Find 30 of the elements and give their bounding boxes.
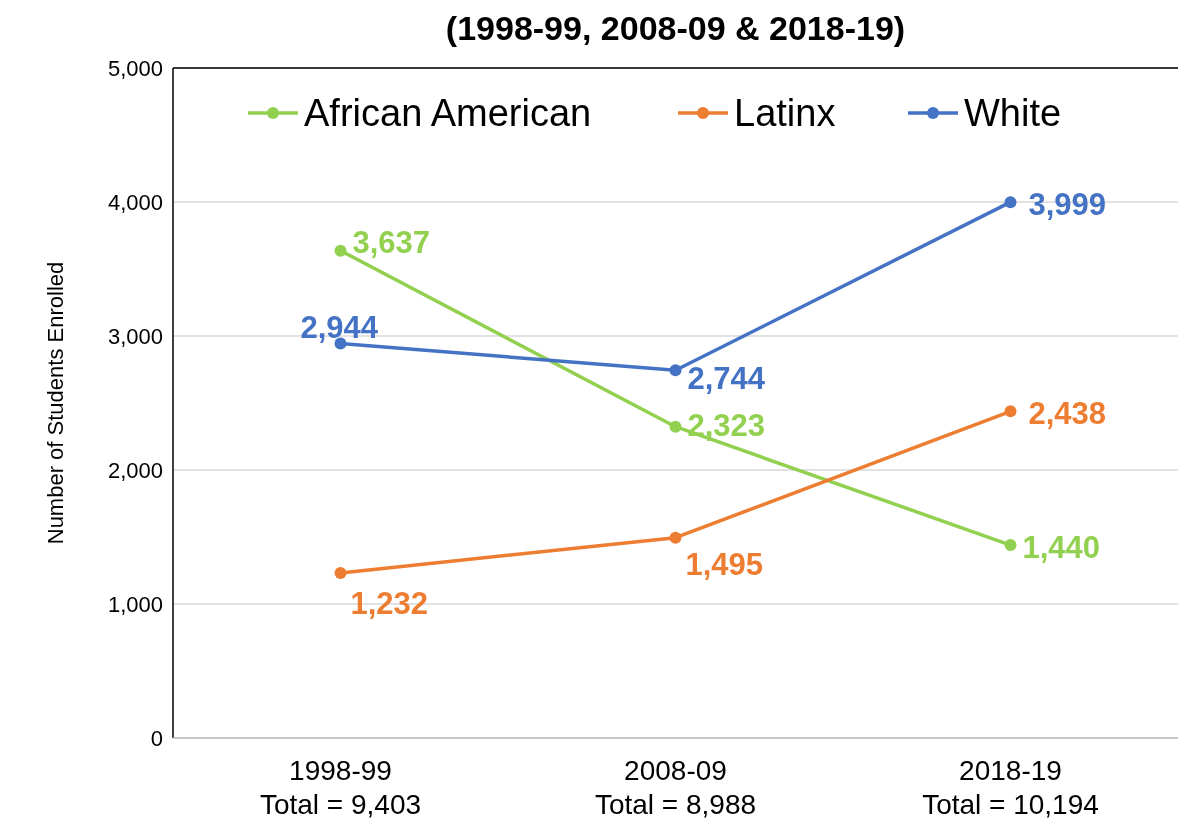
y-tick-label: 0 — [150, 725, 163, 751]
legend-label: White — [964, 92, 1062, 135]
data-label: 3,637 — [352, 225, 431, 261]
chart-title: (1998-99, 2008-09 & 2018-19) — [445, 9, 906, 47]
point — [669, 364, 682, 377]
data-label: 1,440 — [1022, 529, 1101, 565]
point — [669, 420, 682, 433]
data-label: 2,944 — [300, 310, 379, 346]
y-tick-label: 3,000 — [107, 323, 163, 349]
x-tick-label: 1998-99 Total = 9,403 — [259, 755, 422, 820]
y-tick-label: 5,000 — [107, 55, 163, 81]
data-label: 1,495 — [685, 546, 764, 582]
x-tick-label: 2008-09 Total = 8,988 — [594, 755, 757, 820]
point — [334, 244, 347, 257]
point — [1004, 539, 1017, 552]
y-axis-title: Number of Students Enrolled — [43, 261, 68, 545]
data-label: 2,438 — [1028, 396, 1107, 432]
x-tick-label: 2018-19 Total = 10,194 — [922, 755, 1099, 820]
point — [669, 531, 682, 544]
point — [1004, 196, 1017, 209]
y-tick-label: 1,000 — [107, 591, 163, 617]
legend-label: Latinx — [734, 92, 836, 135]
data-label: 2,744 — [687, 361, 766, 397]
data-label: 1,232 — [350, 585, 429, 621]
point — [1004, 405, 1017, 418]
data-label: 3,999 — [1028, 186, 1107, 222]
point — [334, 566, 347, 579]
y-tick-label: 4,000 — [107, 189, 163, 215]
legend-label: African American — [304, 92, 592, 135]
y-tick-label: 2,000 — [107, 457, 163, 483]
